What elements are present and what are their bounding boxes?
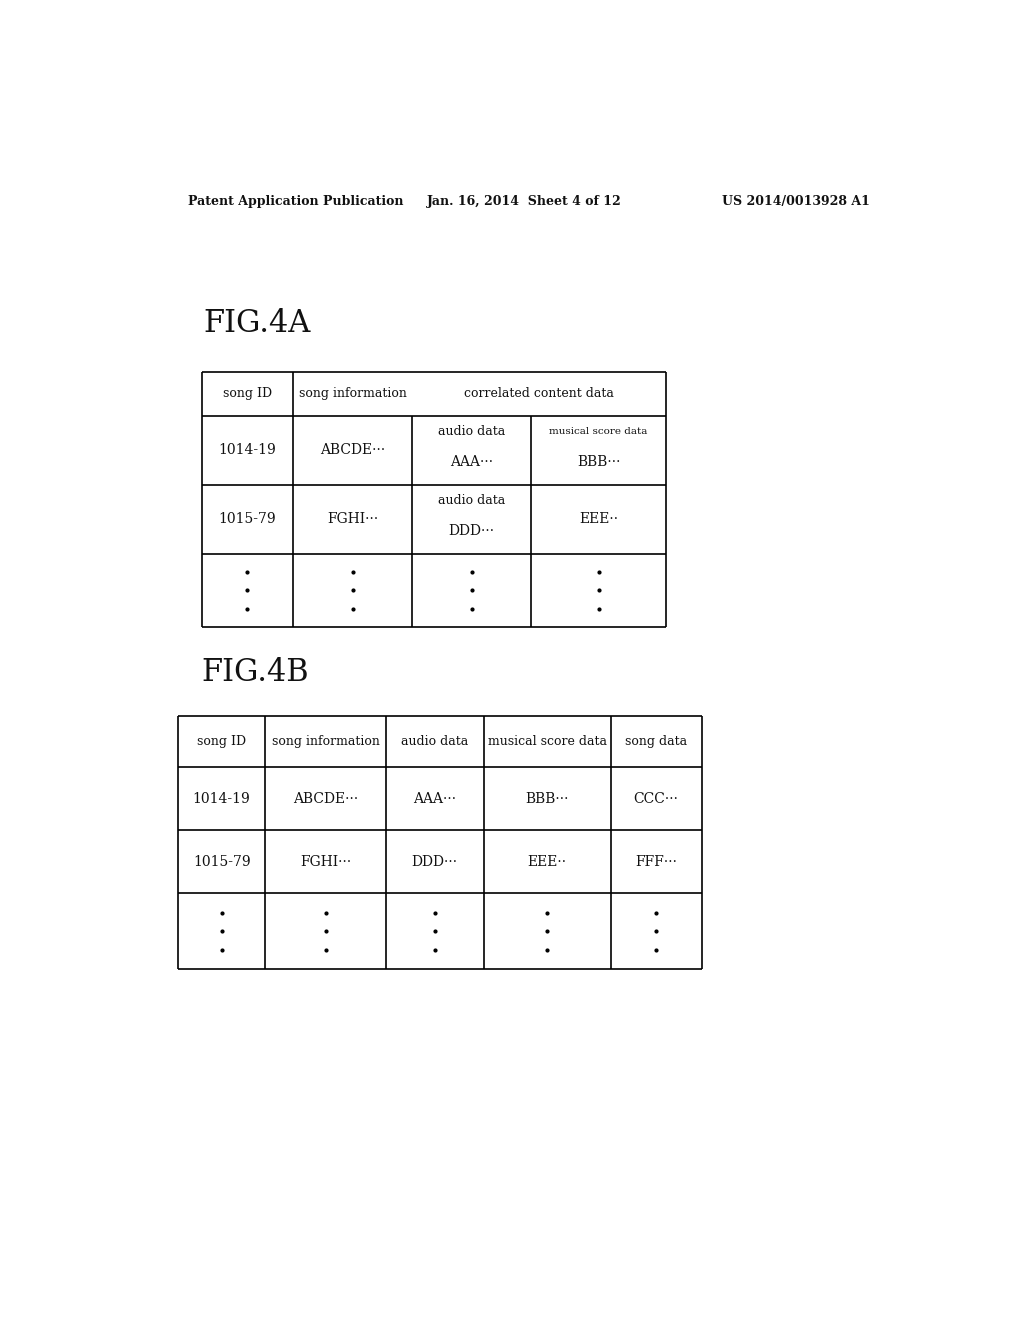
Text: US 2014/0013928 A1: US 2014/0013928 A1 [722,195,870,209]
Text: FGHI···: FGHI··· [300,855,351,869]
Text: AAA···: AAA··· [451,455,494,470]
Text: FGHI···: FGHI··· [327,512,378,527]
Text: musical score data: musical score data [550,428,648,437]
Text: DDD···: DDD··· [449,524,495,539]
Text: song ID: song ID [223,387,272,400]
Text: song information: song information [299,387,407,400]
Text: DDD···: DDD··· [412,855,458,869]
Text: song information: song information [271,735,380,748]
Text: CCC···: CCC··· [634,792,679,805]
Text: musical score data: musical score data [487,735,606,748]
Text: audio data: audio data [438,425,505,438]
Text: BBB···: BBB··· [577,455,621,470]
Text: BBB···: BBB··· [525,792,568,805]
Text: Patent Application Publication: Patent Application Publication [187,195,403,209]
Text: EEE··: EEE·· [579,512,618,527]
Text: 1014-19: 1014-19 [218,444,276,457]
Text: correlated content data: correlated content data [464,387,614,400]
Text: FFF···: FFF··· [635,855,677,869]
Text: song ID: song ID [197,735,246,748]
Text: EEE··: EEE·· [527,855,566,869]
Text: audio data: audio data [401,735,468,748]
Text: 1015-79: 1015-79 [219,512,276,527]
Text: FIG.4B: FIG.4B [202,657,309,689]
Text: 1014-19: 1014-19 [193,792,251,805]
Text: Jan. 16, 2014  Sheet 4 of 12: Jan. 16, 2014 Sheet 4 of 12 [427,195,623,209]
Text: 1015-79: 1015-79 [193,855,251,869]
Text: song data: song data [625,735,687,748]
Text: AAA···: AAA··· [413,792,457,805]
Text: FIG.4A: FIG.4A [204,308,310,339]
Text: ABCDE···: ABCDE··· [319,444,385,457]
Text: audio data: audio data [438,495,505,507]
Text: ABCDE···: ABCDE··· [293,792,358,805]
